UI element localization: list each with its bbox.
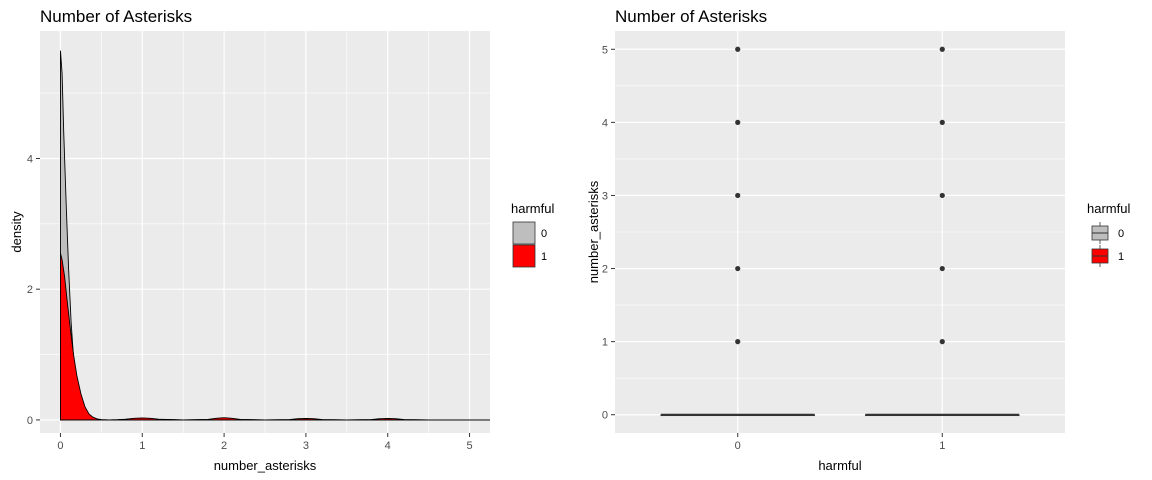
- boxplot-outlier-point: [735, 119, 741, 125]
- density-legend: harmful 0 1: [511, 201, 554, 268]
- boxplot-y-tick-label: 3: [602, 190, 608, 202]
- boxplot-box-harmful-1: [865, 46, 1020, 417]
- boxplot-boxes: [660, 46, 1020, 417]
- density-legend-label-0: 0: [541, 228, 547, 240]
- boxplot-y-tick-label: 4: [602, 117, 608, 129]
- boxplot-box-harmful-0: [660, 46, 815, 417]
- boxplot-legend-title: harmful: [1087, 201, 1130, 216]
- boxplot-outlier-point: [735, 46, 741, 52]
- boxplot-y-tick-label: 5: [602, 44, 608, 56]
- density-x-ticks: 0 1 2 3 4 5: [57, 433, 473, 452]
- density-legend-key-0: [512, 221, 536, 245]
- boxplot-outlier-point: [939, 192, 945, 199]
- boxplot-legend-key-1: [1091, 245, 1109, 267]
- boxplot-outlier-point: [939, 46, 945, 52]
- density-chart: Number of Asterisks 0 1 2 3 4 5 0 2 4 number_as…: [9, 7, 554, 473]
- boxplot-outlier-point: [939, 119, 945, 125]
- density-x-tick-label: 2: [221, 440, 227, 452]
- density-y-tick-label: 2: [27, 284, 33, 296]
- density-legend-key-1: [512, 244, 536, 268]
- density-x-tick-label: 1: [139, 440, 145, 452]
- density-y-axis-title: density: [9, 211, 24, 253]
- density-chart-title: Number of Asterisks: [40, 7, 192, 26]
- boxplot-legend-key-0: [1091, 222, 1109, 244]
- density-x-tick-label: 4: [385, 440, 391, 452]
- boxplot-y-tick-label: 1: [602, 337, 608, 349]
- boxplot-chart-title: Number of Asterisks: [615, 7, 767, 26]
- boxplot-x-tick-label: 1: [939, 440, 945, 452]
- boxplot-legend-label-0: 0: [1118, 228, 1124, 240]
- density-x-tick-label: 0: [57, 440, 63, 452]
- density-x-tick-label: 3: [303, 440, 309, 452]
- boxplot-outlier-point: [735, 265, 741, 272]
- boxplot-outlier-point: [735, 192, 741, 199]
- boxplot-x-axis-title: harmful: [818, 458, 861, 473]
- boxplot-outlier-point: [735, 339, 741, 345]
- boxplot-legend: harmful 0 1: [1087, 201, 1130, 267]
- density-legend-label-1: 1: [541, 251, 547, 263]
- boxplot-outlier-point: [939, 265, 945, 272]
- density-legend-title: harmful: [511, 201, 554, 216]
- density-y-tick-label: 4: [27, 153, 33, 165]
- density-areas: [60, 50, 490, 421]
- boxplot-x-tick-label: 0: [735, 440, 741, 452]
- density-area-harmful-1: [60, 253, 490, 421]
- boxplot-y-axis-title: number_asterisks: [586, 180, 601, 283]
- boxplot-y-ticks: 0 1 2 3 4 5: [602, 44, 615, 422]
- boxplot-y-tick-label: 0: [602, 410, 608, 422]
- density-x-tick-label: 5: [466, 440, 472, 452]
- density-y-ticks: 0 2 4: [27, 153, 40, 427]
- boxplot-y-tick-label: 2: [602, 264, 608, 276]
- density-y-tick-label: 0: [27, 415, 33, 427]
- boxplot-legend-label-1: 1: [1118, 251, 1124, 263]
- density-x-axis-title: number_asterisks: [214, 458, 317, 473]
- boxplot-outlier-point: [939, 339, 945, 345]
